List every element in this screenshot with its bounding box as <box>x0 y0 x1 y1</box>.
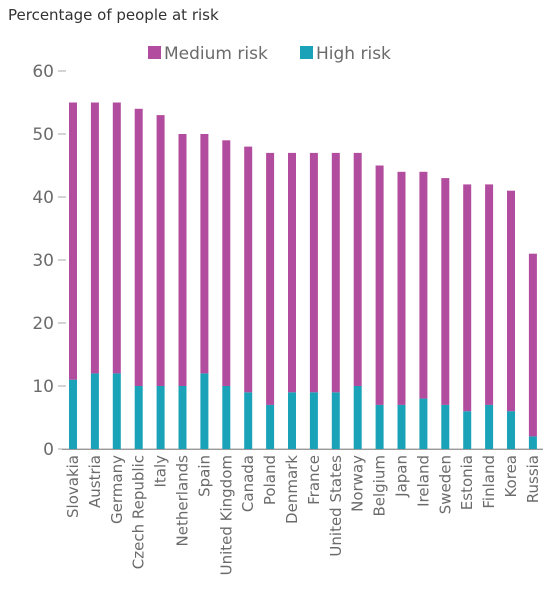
x-category-label: Sweden <box>436 455 454 514</box>
legend-swatch <box>148 46 161 59</box>
x-category-label: Austria <box>86 455 104 508</box>
bar-medium-risk <box>528 253 537 437</box>
bar-medium-risk <box>156 115 165 386</box>
bar-high-risk <box>112 373 121 449</box>
bar-high-risk <box>397 404 406 449</box>
bar-high-risk <box>69 379 77 449</box>
bar-high-risk <box>156 386 165 449</box>
x-category-label: Slovakia <box>64 455 82 518</box>
x-category-label: Korea <box>502 455 520 498</box>
y-tick-label: 30 <box>32 251 54 271</box>
x-category-label: France <box>305 455 323 505</box>
bar-high-risk <box>200 373 209 449</box>
bar-high-risk <box>222 386 231 449</box>
bar-high-risk <box>507 411 515 449</box>
legend-label: Medium risk <box>164 44 268 64</box>
bar-medium-risk <box>375 165 384 405</box>
chart-title: Percentage of people at risk <box>8 6 219 24</box>
x-category-label: United Kingdom <box>217 455 235 575</box>
x-category-label: Spain <box>195 455 213 497</box>
x-category-label: Belgium <box>371 455 389 517</box>
bar-high-risk <box>178 386 187 449</box>
x-category-label: Japan <box>393 455 411 498</box>
bar-medium-risk <box>507 190 515 412</box>
y-tick-label: 60 <box>32 62 54 82</box>
bars <box>69 102 537 449</box>
bar-medium-risk <box>309 152 318 393</box>
bar-high-risk <box>353 386 362 449</box>
x-category-label: Denmark <box>283 455 301 524</box>
bar-medium-risk <box>266 152 275 405</box>
bar-high-risk <box>331 392 340 449</box>
x-category-label: Russia <box>524 455 542 503</box>
bar-medium-risk <box>463 184 472 412</box>
bar-medium-risk <box>419 171 428 399</box>
bar-high-risk <box>90 373 99 449</box>
x-category-label: United States <box>327 455 345 557</box>
bar-medium-risk <box>222 140 231 386</box>
x-category-label: Finland <box>480 455 498 509</box>
x-category-label: Canada <box>239 455 257 512</box>
bar-high-risk <box>244 392 253 449</box>
x-category-label: Ireland <box>414 455 432 507</box>
x-category-label: Germany <box>108 455 126 524</box>
bar-high-risk <box>419 398 428 449</box>
bar-high-risk <box>288 392 296 449</box>
bar-medium-risk <box>134 108 143 387</box>
x-category-label: Netherlands <box>174 455 192 547</box>
y-tick-label: 0 <box>43 440 54 460</box>
x-category-label: Poland <box>261 455 279 505</box>
y-tick-label: 50 <box>32 125 54 145</box>
bar-medium-risk <box>353 152 362 386</box>
bar-medium-risk <box>200 134 209 374</box>
bar-medium-risk <box>112 102 121 374</box>
bar-medium-risk <box>178 134 187 386</box>
bar-high-risk <box>266 404 275 449</box>
y-tick-label: 40 <box>32 188 54 208</box>
bar-high-risk <box>309 392 318 449</box>
legend-label: High risk <box>316 44 391 64</box>
x-category-label: Estonia <box>458 455 476 510</box>
bar-high-risk <box>485 404 494 449</box>
bar-medium-risk <box>288 152 296 393</box>
bar-medium-risk <box>69 102 77 380</box>
bar-medium-risk <box>397 171 406 405</box>
bar-medium-risk <box>441 178 450 405</box>
bar-high-risk <box>134 386 143 449</box>
x-category-label: Norway <box>349 455 367 512</box>
bar-medium-risk <box>90 102 99 374</box>
y-tick-label: 20 <box>32 314 54 334</box>
legend: Medium risk High risk <box>148 44 391 64</box>
bar-medium-risk <box>331 152 340 393</box>
y-tick-label: 10 <box>32 377 54 397</box>
legend-swatch <box>300 46 313 59</box>
bar-medium-risk <box>485 184 494 405</box>
bar-high-risk <box>463 411 472 449</box>
x-category-label: Italy <box>152 455 170 488</box>
x-axis: Slovakia Austria Germany Czech Republic Ital… <box>62 449 543 575</box>
bar-high-risk <box>441 404 450 449</box>
x-category-label: Czech Republic <box>130 455 148 569</box>
bar-medium-risk <box>244 146 253 393</box>
bar-high-risk <box>528 436 537 449</box>
bar-high-risk <box>375 404 384 449</box>
